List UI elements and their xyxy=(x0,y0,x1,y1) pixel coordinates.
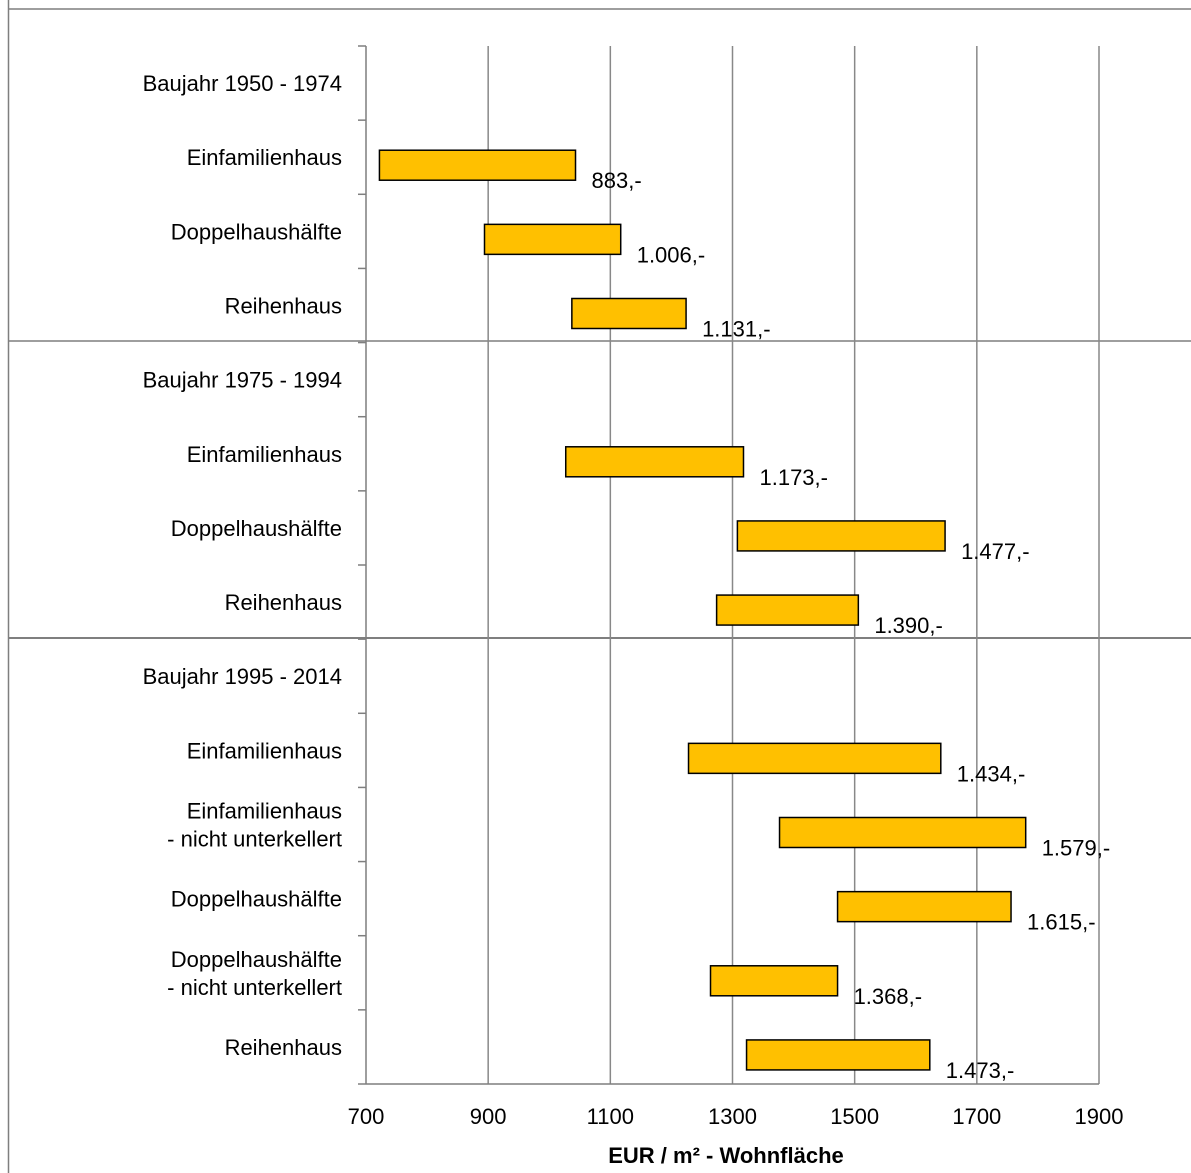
x-tick-label: 1900 xyxy=(1075,1104,1124,1129)
category-label: Reihenhaus xyxy=(225,294,342,319)
group-label: Baujahr 1995 - 2014 xyxy=(143,664,342,689)
x-tick-label: 1700 xyxy=(952,1104,1001,1129)
category-label: - nicht unterkellert xyxy=(167,975,342,1000)
bar-value-label: 1.131,- xyxy=(702,317,771,342)
x-axis: 700 900 1100 1300 1500 1700 1900 xyxy=(348,45,1124,1129)
x-tick-label: 700 xyxy=(348,1104,385,1129)
category-label: Doppelhaushälfte xyxy=(171,219,342,244)
x-tick-label: 1100 xyxy=(587,1104,634,1129)
bar-value-label: 1.579,- xyxy=(1042,836,1111,861)
range-bar xyxy=(745,1039,931,1071)
chart-frame xyxy=(7,0,1191,1173)
range-bar xyxy=(378,149,577,181)
range-bar xyxy=(778,816,1027,849)
category-label: Einfamilienhaus xyxy=(187,738,342,763)
bar-value-label: 1.368,- xyxy=(854,984,923,1009)
range-bars xyxy=(378,149,1027,1071)
category-label: Einfamilienhaus xyxy=(187,442,342,467)
category-label: Doppelhaushälfte xyxy=(171,947,342,972)
range-bar xyxy=(715,594,860,626)
x-tick-label: 900 xyxy=(470,1104,507,1129)
x-axis-title: EUR / m² - Wohnfläche xyxy=(608,1143,844,1168)
range-bar xyxy=(836,890,1012,923)
bar-value-label: 1.477,- xyxy=(961,539,1030,564)
category-label: Einfamilienhaus xyxy=(187,799,342,824)
gridlines xyxy=(487,46,1100,1084)
category-label: Einfamilienhaus xyxy=(187,145,342,170)
bar-value-label: 1.615,- xyxy=(1027,910,1096,935)
group-label: Baujahr 1975 - 1994 xyxy=(143,368,342,393)
category-label: - nicht unterkellert xyxy=(167,827,342,852)
x-tick-label: 1500 xyxy=(830,1104,879,1129)
range-bar xyxy=(564,446,745,478)
category-labels: Baujahr 1950 - 1974 Einfamilienhaus 883,- D… xyxy=(143,71,1111,1083)
range-bar xyxy=(483,223,622,256)
bar-value-label: 1.006,- xyxy=(637,242,706,267)
x-tick-label: 1300 xyxy=(708,1104,757,1129)
bar-value-label: 883,- xyxy=(592,168,642,193)
range-bar xyxy=(687,742,942,775)
bar-value-label: 1.173,- xyxy=(759,465,828,490)
bar-value-label: 1.390,- xyxy=(874,613,943,638)
group-label: Baujahr 1950 - 1974 xyxy=(143,71,342,96)
bar-value-label: 1.434,- xyxy=(957,761,1026,786)
range-bar xyxy=(571,297,687,330)
range-bar xyxy=(736,520,946,552)
range-bar xyxy=(709,965,839,997)
category-label: Reihenhaus xyxy=(225,590,342,615)
category-label: Doppelhaushälfte xyxy=(171,516,342,541)
category-label: Reihenhaus xyxy=(225,1035,342,1060)
bar-value-label: 1.473,- xyxy=(946,1058,1015,1083)
category-label: Doppelhaushälfte xyxy=(171,887,342,912)
